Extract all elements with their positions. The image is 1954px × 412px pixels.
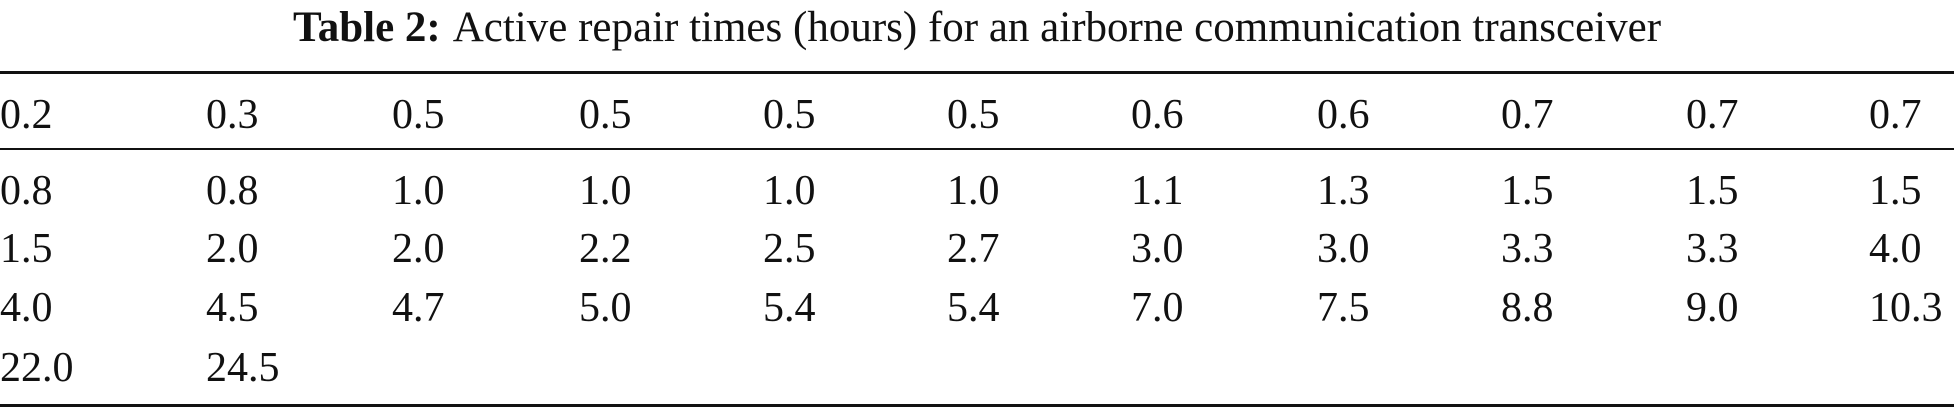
table-cell: 1.0 <box>392 168 445 214</box>
table-cell: 2.5 <box>763 226 816 272</box>
table-cell: 9.0 <box>1686 285 1739 331</box>
table-cell: 4.0 <box>0 285 53 331</box>
table-cell: 2.0 <box>206 226 259 272</box>
header-cell: 0.6 <box>1131 92 1184 138</box>
header-cell: 0.6 <box>1317 92 1370 138</box>
table-cell: 1.1 <box>1131 168 1184 214</box>
table-cell: 10.3 <box>1869 285 1943 331</box>
header-cell: 0.2 <box>0 92 53 138</box>
table-cell: 4.0 <box>1869 226 1922 272</box>
table-cell: 8.8 <box>1501 285 1554 331</box>
table-cell: 3.3 <box>1686 226 1739 272</box>
table-cell: 4.7 <box>392 285 445 331</box>
header-cell: 0.5 <box>763 92 816 138</box>
header-cell: 0.5 <box>392 92 445 138</box>
table-cell: 2.7 <box>947 226 1000 272</box>
table-cell: 24.5 <box>206 345 280 391</box>
header-cell: 0.3 <box>206 92 259 138</box>
table-cell: 7.5 <box>1317 285 1370 331</box>
table-cell: 1.5 <box>0 226 53 272</box>
table-cell: 0.8 <box>0 168 53 214</box>
table-cell: 1.3 <box>1317 168 1370 214</box>
table-cell: 5.0 <box>579 285 632 331</box>
table-cell: 3.0 <box>1317 226 1370 272</box>
table-cell: 3.3 <box>1501 226 1554 272</box>
top-rule <box>0 71 1954 74</box>
table-cell: 7.0 <box>1131 285 1184 331</box>
table-cell: 5.4 <box>763 285 816 331</box>
caption-text: Active repair times (hours) for an airbo… <box>452 4 1662 51</box>
header-cell: 0.7 <box>1686 92 1739 138</box>
table-cell: 0.8 <box>206 168 259 214</box>
table-cell: 22.0 <box>0 345 74 391</box>
caption-label: Table 2: <box>292 4 441 51</box>
header-cell: 0.5 <box>947 92 1000 138</box>
header-rule <box>0 148 1954 150</box>
header-cell: 0.7 <box>1501 92 1554 138</box>
table-cell: 5.4 <box>947 285 1000 331</box>
table-cell: 2.2 <box>579 226 632 272</box>
table-cell: 1.5 <box>1686 168 1739 214</box>
header-cell: 0.7 <box>1869 92 1922 138</box>
table-cell: 3.0 <box>1131 226 1184 272</box>
table-cell: 1.5 <box>1501 168 1554 214</box>
bottom-rule <box>0 404 1954 407</box>
table-cell: 1.0 <box>579 168 632 214</box>
header-cell: 0.5 <box>579 92 632 138</box>
table-cell: 4.5 <box>206 285 259 331</box>
table-cell: 1.0 <box>763 168 816 214</box>
table-caption: Table 2: Active repair times (hours) for … <box>0 2 1954 54</box>
table-cell: 1.5 <box>1869 168 1922 214</box>
table-cell: 2.0 <box>392 226 445 272</box>
table-cell: 1.0 <box>947 168 1000 214</box>
